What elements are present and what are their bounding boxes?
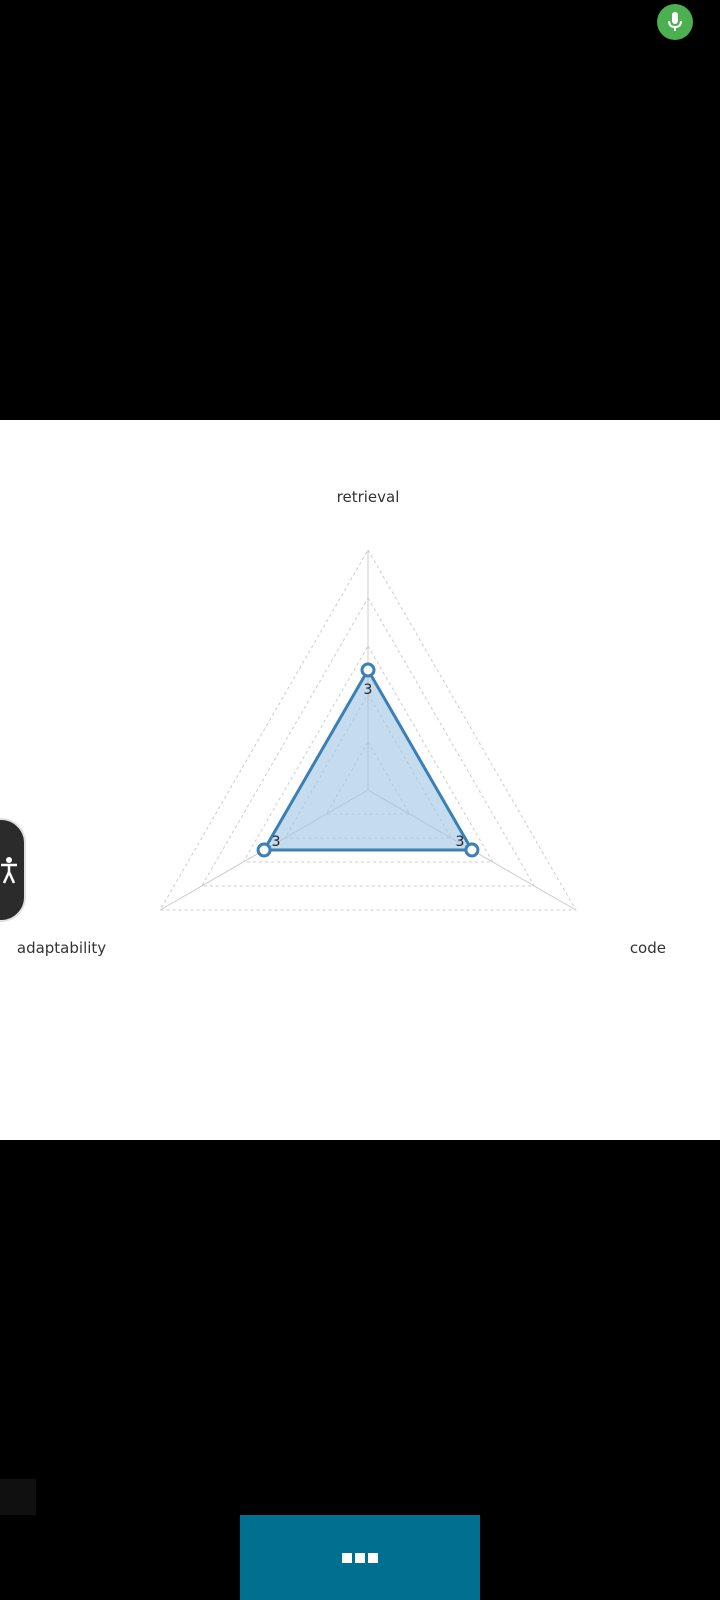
series-area <box>261 666 475 852</box>
bottom-menu-button[interactable] <box>240 1515 480 1600</box>
radar-series <box>256 662 480 858</box>
value-label-adaptability: 3 <box>272 834 281 850</box>
three-squares-icon <box>342 1552 378 1563</box>
grid-ring <box>200 596 536 887</box>
value-label-retrieval: 3 <box>364 682 373 698</box>
axis-label-retrieval: retrieval <box>337 488 400 506</box>
corner-square <box>0 1479 36 1515</box>
value-label-code: 3 <box>455 834 464 850</box>
grid-ring <box>242 645 494 863</box>
microphone-button[interactable] <box>657 4 693 40</box>
axis-label-code: code <box>630 939 666 957</box>
microphone-icon <box>668 12 682 31</box>
axis-label-adaptability: adaptability <box>17 939 106 957</box>
data-point-adaptability <box>256 842 272 858</box>
data-point-code <box>464 842 480 858</box>
accessibility-person-icon <box>1 857 17 884</box>
radar-chart-panel: 3 3 3 retrieval code adaptability <box>0 420 720 1140</box>
data-point-retrieval <box>360 662 376 678</box>
grid-ring <box>159 548 577 911</box>
radar-chart: 3 3 3 retrieval code adaptability <box>17 488 666 957</box>
radar-labels: 3 3 3 retrieval code adaptability <box>17 488 666 957</box>
accessibility-button[interactable] <box>0 818 26 922</box>
